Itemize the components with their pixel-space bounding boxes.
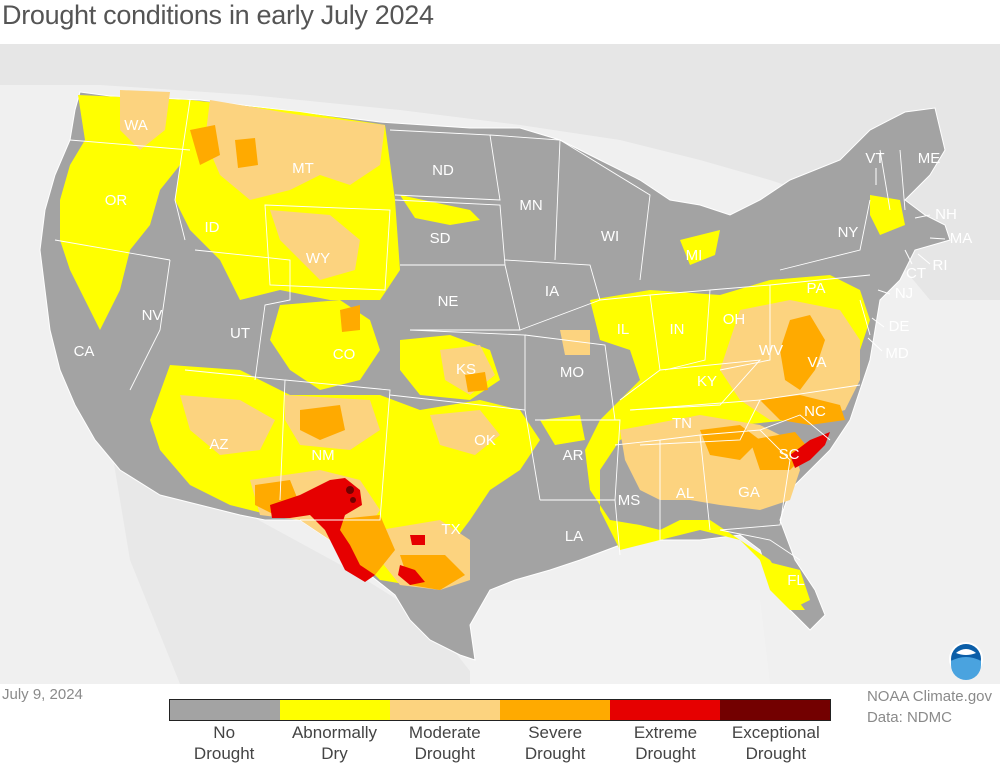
state-label-mo: MO [560,364,584,381]
legend-label-moderate-drought: Moderate Drought [408,723,481,763]
state-label-ia: IA [545,283,559,300]
state-label-fl: FL [787,572,805,589]
state-label-or: OR [105,192,128,209]
state-label-wy: WY [306,250,330,267]
state-label-tn: TN [672,415,692,432]
state-label-nd: ND [432,162,454,179]
state-label-wi: WI [601,228,619,245]
state-label-ca: CA [74,343,95,360]
legend-swatch-moderate-drought [390,700,500,720]
state-label-vt: VT [865,150,884,167]
state-label-va: VA [808,354,827,371]
legend-label-abnormally-dry: Abnormally Dry [291,723,378,763]
state-label-al: AL [676,485,694,502]
state-label-ny: NY [838,224,859,241]
state-label-wv: WV [759,342,783,359]
state-label-ri: RI [933,257,948,274]
drought-map: WA OR CA ID NV MT WY UT AZ CO NM ND SD N… [0,44,1000,684]
legend-labels: No Drought Abnormally Dry Moderate Drought … [169,721,831,764]
source-credit: NOAA Climate.gov [866,688,992,705]
state-label-az: AZ [209,436,228,453]
state-label-ok: OK [474,432,496,449]
state-label-ms: MS [618,492,641,509]
state-label-id: ID [205,219,220,236]
exceptional-drought-areas [346,486,356,503]
state-label-mi: MI [686,247,703,264]
state-label-ct: CT [906,265,926,282]
state-label-ma: MA [950,230,973,247]
state-label-sc: SC [779,446,800,463]
state-label-pa: PA [807,280,826,297]
ocean-gulf [470,600,770,684]
legend-swatch-severe-drought [500,700,610,720]
state-label-nj: NJ [895,285,913,302]
state-label-de: DE [889,318,910,335]
state-label-mn: MN [519,197,542,214]
extreme-drought-areas [270,432,830,585]
state-label-mt: MT [292,160,314,177]
state-label-ut: UT [230,325,250,342]
credit-block: NOAA Climate.gov Data: NDMC [867,686,992,728]
legend-swatch-abnormally-dry [280,700,390,720]
state-borders [54,99,906,561]
legend-swatch-extreme-drought [610,700,720,720]
legend-swatches [169,699,831,721]
state-label-nv: NV [142,307,163,324]
state-label-nm: NM [311,447,334,464]
legend-label-exceptional-drought: Exceptional Drought [731,723,820,763]
state-label-la: LA [565,528,583,545]
data-credit: Data: NDMC [866,709,952,726]
state-label-co: CO [333,346,356,363]
legend-swatch-no-drought [170,700,280,720]
legend-swatch-exceptional-drought [720,700,830,720]
map-title: Drought conditions in early July 2024 [2,0,434,30]
drought-legend: No Drought Abnormally Dry Moderate Drought … [169,699,831,764]
state-label-wa: WA [124,117,148,134]
state-label-ar: AR [563,447,584,464]
state-label-ga: GA [738,484,760,501]
label-leader-lines [867,168,946,352]
state-label-ne: NE [438,293,459,310]
state-label-sd: SD [430,230,451,247]
state-label-md: MD [885,345,908,362]
state-label-ks: KS [456,361,476,378]
state-labels: WA OR CA ID NV MT WY UT AZ CO NM ND SD N… [74,117,973,589]
legend-label-severe-drought: Severe Drought [524,723,586,763]
state-label-me: ME [918,150,941,167]
noaa-logo-icon [949,642,983,680]
state-label-oh: OH [723,311,746,328]
state-label-nc: NC [804,403,826,420]
state-label-nh: NH [935,206,957,223]
legend-label-no-drought: No Drought [193,723,255,763]
map-date: July 9, 2024 [2,686,83,703]
legend-label-extreme-drought: Extreme Drought [633,723,698,763]
canada-land [0,44,1000,300]
state-label-tx: TX [441,521,460,538]
state-label-ky: KY [697,373,717,390]
state-label-il: IL [617,321,630,338]
state-label-in: IN [670,321,685,338]
